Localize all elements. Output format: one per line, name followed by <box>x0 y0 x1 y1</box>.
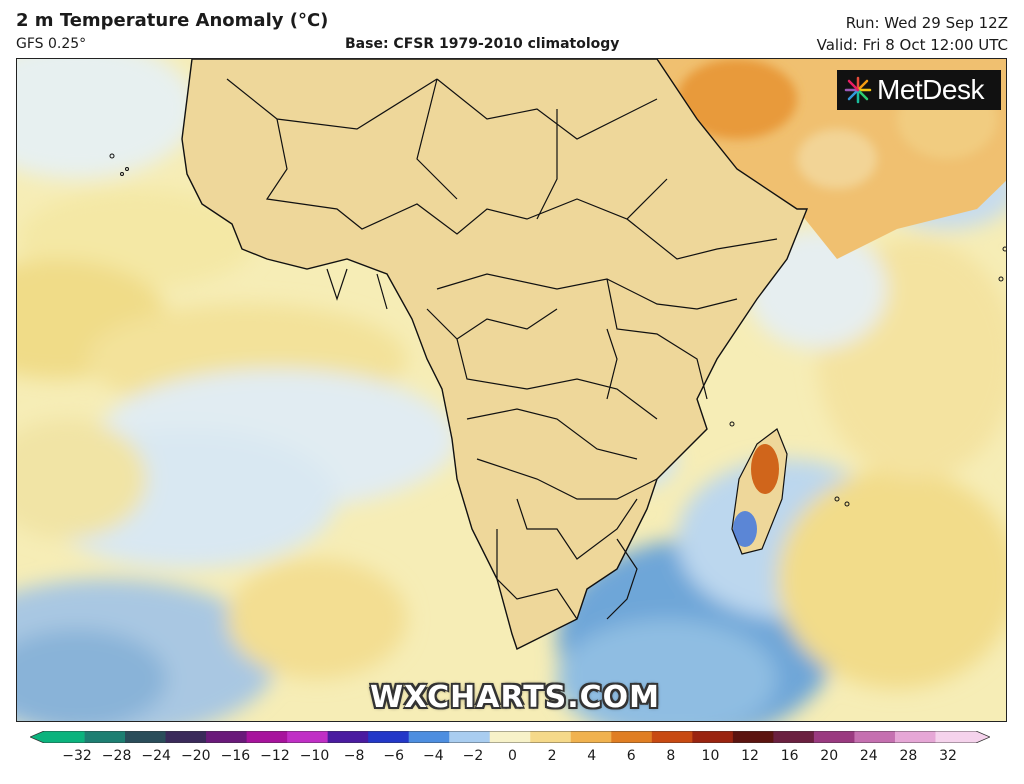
climatology-base-label: Base: CFSR 1979-2010 climatology <box>345 36 620 52</box>
colorbar-tick-label: −32 <box>62 748 92 764</box>
colorbar-tick-label: −16 <box>220 748 251 764</box>
colorbar-tick-label: 20 <box>820 748 839 764</box>
colorbar-tick-label: 24 <box>859 748 878 764</box>
borders <box>181 59 808 650</box>
model-label: GFS 0.25° <box>16 36 87 52</box>
colorbar-segment <box>530 731 572 743</box>
colorbar-tick-label: −10 <box>299 748 330 764</box>
colorbar-segment <box>165 731 207 743</box>
colorbar-segment <box>287 731 329 743</box>
wxcharts-watermark: WXCHARTS.COM <box>369 680 661 715</box>
colorbar-tick-label: 6 <box>626 748 636 764</box>
metdesk-logo-icon <box>844 76 872 104</box>
colorbar-tick-label: 8 <box>666 748 676 764</box>
valid-time-label: Valid: Fri 8 Oct 12:00 UTC <box>816 36 1008 54</box>
colorbar-segment <box>206 731 248 743</box>
colorbar-segment <box>732 731 774 743</box>
colorbar-tick-label: 0 <box>508 748 517 764</box>
colorbar-tick-label: 2 <box>547 748 557 764</box>
colorbar-segment <box>570 731 612 743</box>
colorbar-segment <box>692 731 734 743</box>
metdesk-logo: MetDesk <box>837 70 1001 110</box>
colorbar-tick-label: 12 <box>741 748 759 764</box>
temperature-anomaly-map <box>16 58 1007 722</box>
colorbar-tick-label: 32 <box>939 748 957 764</box>
colorbar-tick-label: 16 <box>780 748 799 764</box>
colorbar-tick-label: −24 <box>141 748 171 764</box>
colorbar-segment <box>611 731 653 743</box>
ocean-anomaly-layer <box>17 59 1006 721</box>
colorbar-tick-label: −20 <box>180 748 211 764</box>
colorbar-segment <box>30 731 85 743</box>
colorbar-segment <box>651 731 693 743</box>
colorbar-tick-label: −2 <box>462 748 484 764</box>
colorbar-ticks: −32 −28 −24 −20 −16 −12 −10 −8 −6 −4 −2 0 2 4 6 8 10 12 16… <box>0 748 1024 768</box>
colorbar-tick-label: −6 <box>383 748 405 764</box>
map-canvas <box>17 59 1006 721</box>
colorbar-tick-label: −4 <box>422 748 444 764</box>
colorbar-segment <box>773 731 815 743</box>
colorbar-segment <box>854 731 896 743</box>
metdesk-logo-text: MetDesk <box>877 74 984 105</box>
islands <box>109 153 1006 507</box>
colorbar-segment <box>935 731 990 743</box>
colorbar <box>30 731 990 743</box>
colorbar-tick-label: −28 <box>101 748 132 764</box>
colorbar-segment <box>84 731 126 743</box>
colorbar-tick-label: 28 <box>899 748 918 764</box>
chart-title: 2 m Temperature Anomaly (°C) <box>16 10 329 31</box>
colorbar-segment <box>368 731 410 743</box>
colorbar-segment <box>894 731 936 743</box>
colorbar-segment <box>489 731 531 743</box>
colorbar-tick-label: 10 <box>701 748 720 764</box>
colorbar-tick-label: 4 <box>587 748 597 764</box>
colorbar-tick-label: −8 <box>343 748 365 764</box>
colorbar-segment <box>125 731 167 743</box>
colorbar-tick-label: −12 <box>260 748 290 764</box>
madagascar <box>731 428 788 555</box>
colorbar-segment <box>408 731 450 743</box>
run-time-label: Run: Wed 29 Sep 12Z <box>845 14 1008 32</box>
colorbar-segment <box>813 731 855 743</box>
colorbar-segment <box>449 731 491 743</box>
colorbar-segment <box>327 731 369 743</box>
colorbar-segment <box>246 731 288 743</box>
